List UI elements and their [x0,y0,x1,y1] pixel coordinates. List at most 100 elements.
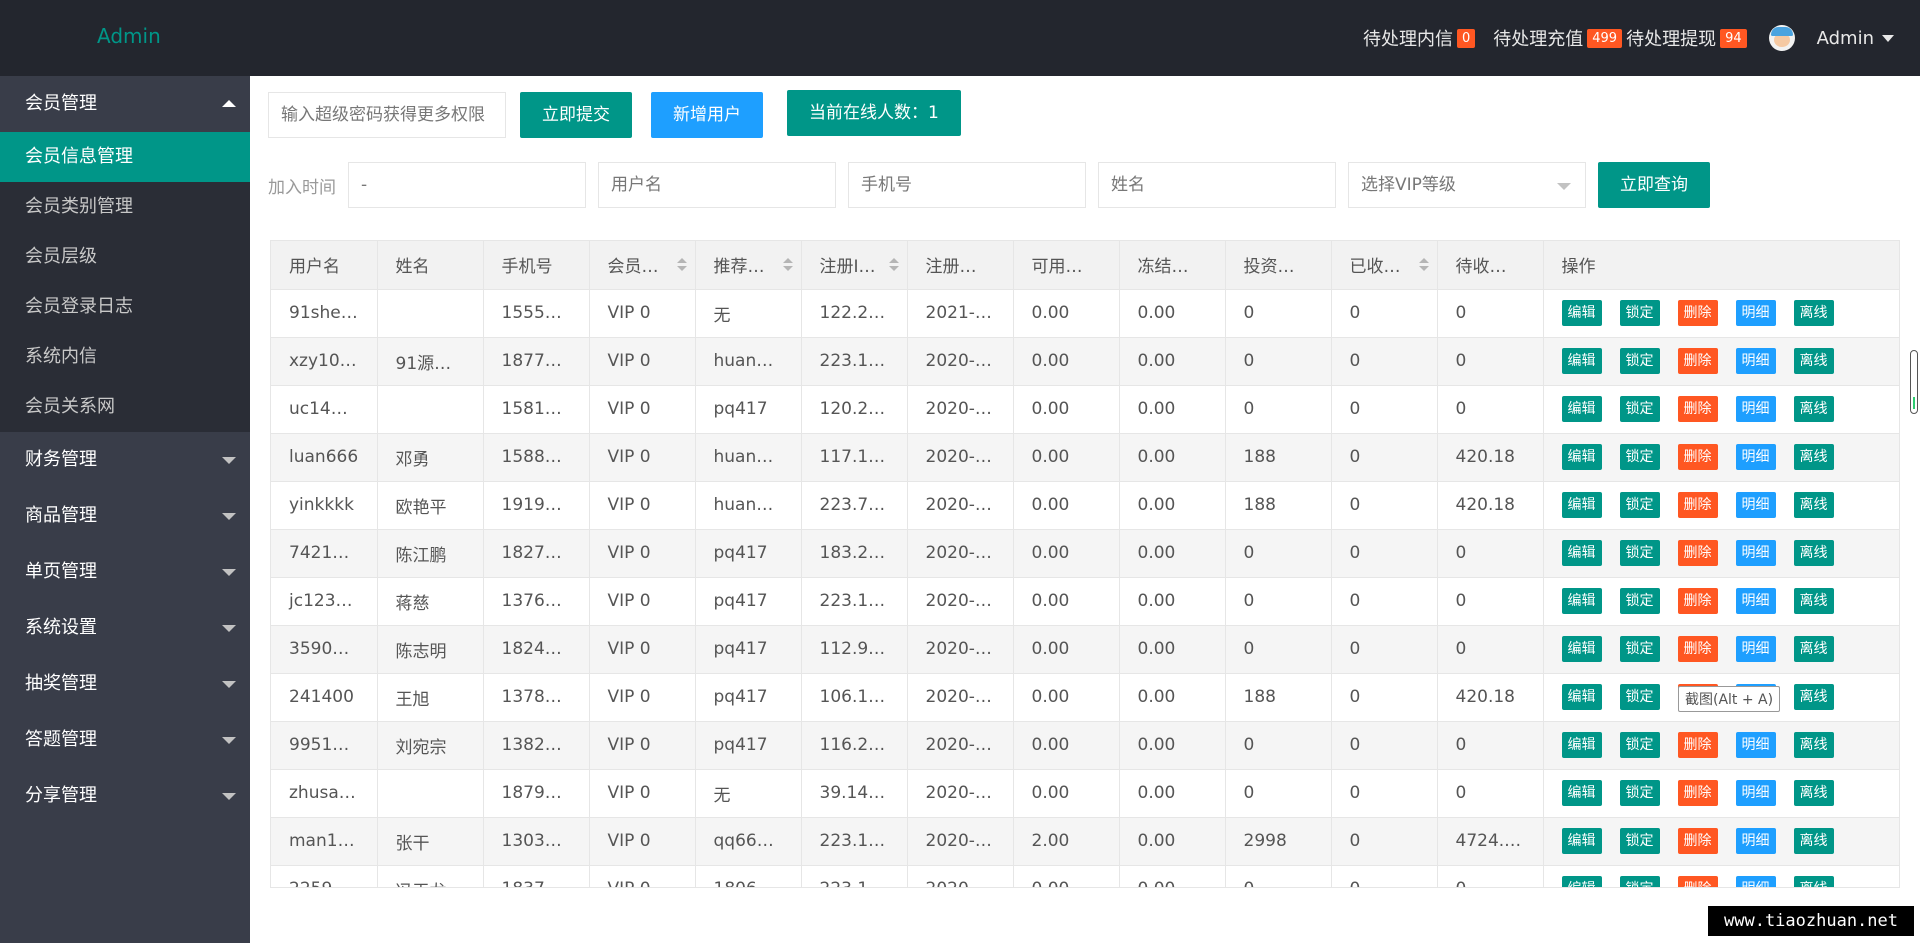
detail-button[interactable]: 明细 [1735,396,1776,422]
offline-button[interactable]: 离线 [1793,492,1834,518]
lock-button[interactable]: 锁定 [1619,636,1660,662]
delete-button[interactable]: 删除 [1677,348,1718,374]
detail-button[interactable]: 明细 [1735,732,1776,758]
sort-icon[interactable] [1418,258,1429,272]
offline-button[interactable]: 离线 [1793,876,1834,887]
edit-button[interactable]: 编辑 [1561,828,1602,854]
sidebar-item-member-category[interactable]: 会员类别管理 [25,196,133,217]
page-scrollbar[interactable] [1910,350,1918,414]
edit-button[interactable]: 编辑 [1561,348,1602,374]
edit-button[interactable]: 编辑 [1561,588,1602,614]
detail-button[interactable]: 明细 [1735,540,1776,566]
delete-button[interactable]: 删除 [1677,396,1718,422]
sidebar-item-relation-network[interactable]: 会员关系网 [25,396,115,417]
submit-button[interactable]: 立即提交 [520,92,632,138]
lock-button[interactable]: 锁定 [1619,540,1660,566]
username-input[interactable]: 用户名 [598,162,836,208]
detail-button[interactable]: 明细 [1735,348,1776,374]
offline-button[interactable]: 离线 [1793,684,1834,710]
sort-icon[interactable] [676,258,687,272]
offline-button[interactable]: 离线 [1793,396,1834,422]
pending-recharge-link[interactable]: 待处理充值 499 [1493,25,1623,51]
add-user-button[interactable]: 新增用户 [651,92,763,138]
offline-button[interactable]: 离线 [1793,444,1834,470]
detail-button[interactable]: 明细 [1735,588,1776,614]
edit-button[interactable]: 编辑 [1561,876,1602,887]
lock-button[interactable]: 锁定 [1619,780,1660,806]
delete-button[interactable]: 删除 [1677,300,1718,326]
delete-button[interactable]: 删除 [1677,492,1718,518]
lock-button[interactable]: 锁定 [1619,684,1660,710]
edit-button[interactable]: 编辑 [1561,444,1602,470]
delete-button[interactable]: 删除 [1677,732,1718,758]
pending-withdraw-link[interactable]: 待处理提现 94 [1626,25,1747,51]
lock-button[interactable]: 锁定 [1619,492,1660,518]
detail-button[interactable]: 明细 [1735,492,1776,518]
sort-icon[interactable] [888,258,899,272]
offline-button[interactable]: 离线 [1793,348,1834,374]
edit-button[interactable]: 编辑 [1561,396,1602,422]
edit-button[interactable]: 编辑 [1561,684,1602,710]
sort-icon[interactable] [782,258,793,272]
nav-group-settings[interactable]: 系统设置 [0,600,250,656]
offline-button[interactable]: 离线 [1793,828,1834,854]
detail-button[interactable]: 明细 [1735,300,1776,326]
edit-button[interactable]: 编辑 [1561,636,1602,662]
avatar[interactable] [1768,25,1795,51]
query-button[interactable]: 立即查询 [1598,162,1710,208]
delete-button[interactable]: 删除 [1677,876,1718,887]
pending-messages-link[interactable]: 待处理内信 0 [1363,25,1476,51]
offline-button[interactable]: 离线 [1793,588,1834,614]
offline-button[interactable]: 离线 [1793,780,1834,806]
edit-button[interactable]: 编辑 [1561,540,1602,566]
edit-button[interactable]: 编辑 [1561,300,1602,326]
column-header[interactable]: 已收… [1331,241,1438,290]
offline-button[interactable]: 离线 [1793,636,1834,662]
delete-button[interactable]: 删除 [1677,780,1718,806]
delete-button[interactable]: 删除 [1677,636,1718,662]
lock-button[interactable]: 锁定 [1619,588,1660,614]
delete-button[interactable]: 删除 [1677,444,1718,470]
app-logo[interactable]: Admin [97,24,161,48]
column-header[interactable]: 推荐… [695,241,802,290]
detail-button[interactable]: 明细 [1735,876,1776,887]
nav-group-member[interactable]: 会员管理 [0,76,250,132]
offline-button[interactable]: 离线 [1793,540,1834,566]
lock-button[interactable]: 锁定 [1619,348,1660,374]
edit-button[interactable]: 编辑 [1561,780,1602,806]
lock-button[interactable]: 锁定 [1619,300,1660,326]
offline-button[interactable]: 离线 [1793,300,1834,326]
delete-button[interactable]: 删除 [1677,540,1718,566]
super-password-input[interactable]: 输入超级密码获得更多权限 [268,92,506,138]
name-input[interactable]: 姓名 [1098,162,1336,208]
nav-group-pages[interactable]: 单页管理 [0,544,250,600]
vip-level-select[interactable]: 选择VIP等级 [1348,162,1586,208]
lock-button[interactable]: 锁定 [1619,396,1660,422]
nav-group-share[interactable]: 分享管理 [0,768,250,824]
lock-button[interactable]: 锁定 [1619,444,1660,470]
delete-button[interactable]: 删除 [1677,828,1718,854]
nav-group-quiz[interactable]: 答题管理 [0,712,250,768]
detail-button[interactable]: 明细 [1735,780,1776,806]
detail-button[interactable]: 明细 [1735,828,1776,854]
lock-button[interactable]: 锁定 [1619,828,1660,854]
detail-button[interactable]: 明细 [1735,636,1776,662]
user-menu[interactable]: Admin [1817,28,1894,49]
edit-button[interactable]: 编辑 [1561,732,1602,758]
edit-button[interactable]: 编辑 [1561,492,1602,518]
nav-group-lottery[interactable]: 抽奖管理 [0,656,250,712]
nav-group-goods[interactable]: 商品管理 [0,488,250,544]
column-header[interactable]: 注册I… [801,241,908,290]
date-range-input[interactable]: - [348,162,586,208]
nav-group-finance[interactable]: 财务管理 [0,432,250,488]
sidebar-item-member-level[interactable]: 会员层级 [25,246,97,267]
delete-button[interactable]: 删除 [1677,588,1718,614]
lock-button[interactable]: 锁定 [1619,732,1660,758]
column-header[interactable]: 会员… [589,241,696,290]
sidebar-item-member-info[interactable]: 会员信息管理 [0,132,250,182]
phone-input[interactable]: 手机号 [848,162,1086,208]
detail-button[interactable]: 明细 [1735,444,1776,470]
sidebar-item-system-messages[interactable]: 系统内信 [25,346,97,367]
lock-button[interactable]: 锁定 [1619,876,1660,887]
sidebar-item-login-log[interactable]: 会员登录日志 [25,296,133,317]
